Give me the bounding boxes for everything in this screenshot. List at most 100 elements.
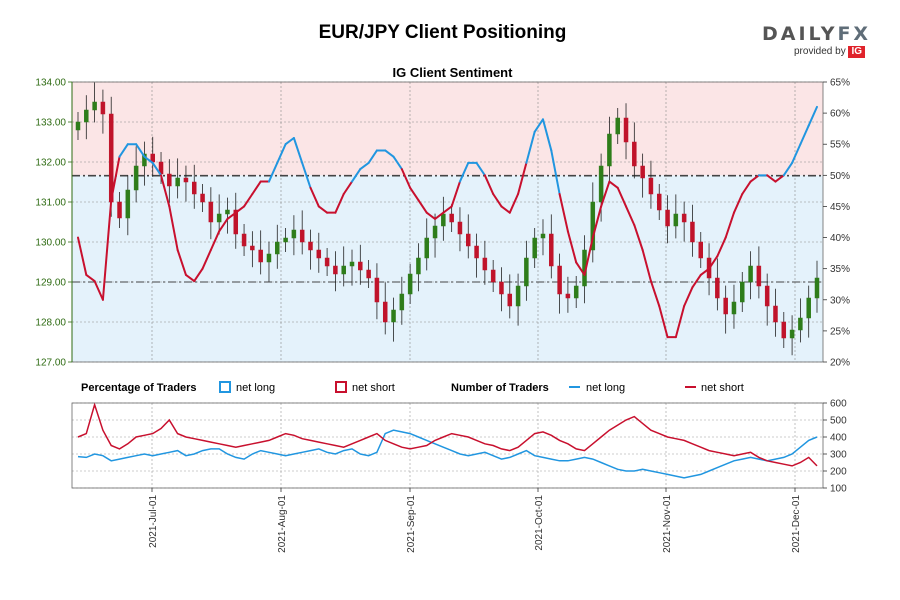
legend-pct-short-swatch xyxy=(335,381,347,393)
percent-long-segment xyxy=(716,236,727,258)
percent-long-segment xyxy=(458,161,470,183)
upper-grid xyxy=(72,81,823,363)
percent-long-segment xyxy=(425,211,437,220)
percent-tick-label: 35% xyxy=(830,264,850,275)
percent-long-segment xyxy=(600,180,611,208)
candle-body xyxy=(424,237,429,259)
percent-long-segment xyxy=(541,118,553,152)
sentiment-panel: 134.00 133.00 132.00 131.00 130.00 129.00 128.… xyxy=(35,65,850,369)
percent-long-segment xyxy=(176,249,187,276)
percent-long-segment xyxy=(209,230,221,251)
percent-long-segment xyxy=(85,273,96,283)
candle-body xyxy=(814,277,820,299)
legend-number-title: Number of Traders xyxy=(451,382,549,394)
logo-subtitle: provided by IG xyxy=(794,46,872,58)
candle-body xyxy=(133,165,139,191)
percent-tick-label: 50% xyxy=(830,171,850,182)
percent-long-segment xyxy=(367,149,378,164)
percent-long-segment xyxy=(483,174,495,195)
candle-body xyxy=(490,269,496,283)
candle-body xyxy=(540,233,546,239)
candle-body xyxy=(358,261,363,271)
candle-body xyxy=(449,213,454,223)
candle xyxy=(715,258,720,311)
percent-long-segment xyxy=(807,105,818,127)
candle-body xyxy=(374,277,380,303)
percent-long-segment xyxy=(658,305,669,339)
candle xyxy=(656,184,662,220)
candle xyxy=(382,282,388,335)
count-axis: 600 500 400 300 200 100 xyxy=(823,399,847,495)
percent-long-segment xyxy=(649,280,661,307)
candle-body xyxy=(241,233,247,247)
candle xyxy=(632,122,637,179)
candle-body xyxy=(349,261,355,267)
percent-long-segment xyxy=(201,249,212,270)
percent-long-segment xyxy=(566,230,578,264)
candle xyxy=(482,240,488,285)
candle-body xyxy=(341,265,346,275)
percent-long-segment xyxy=(732,193,744,214)
candle-body xyxy=(756,265,762,287)
candle-body xyxy=(681,213,687,223)
percent-long-segment xyxy=(409,186,420,202)
legend-percentage-title: Percentage of Traders xyxy=(81,382,197,394)
candle-body xyxy=(698,241,704,259)
candle-body xyxy=(656,193,662,211)
date-tick-label: 2021-Aug-01 xyxy=(277,495,288,553)
count-tick-label: 600 xyxy=(830,399,847,410)
logo-fx: FX xyxy=(837,23,872,45)
percent-long-segment xyxy=(234,205,246,214)
percent-long-segment xyxy=(633,224,644,251)
net-long-area xyxy=(72,175,823,362)
candle-body xyxy=(466,233,471,247)
candle-body xyxy=(806,297,811,319)
percent-tick-label: 65% xyxy=(830,78,850,89)
candle-body xyxy=(391,309,396,323)
candle xyxy=(441,196,446,241)
candle xyxy=(191,164,197,209)
legend: Percentage of Traders net long net short… xyxy=(81,381,744,394)
candle xyxy=(416,243,421,292)
candle xyxy=(258,230,263,275)
candle-body xyxy=(723,297,728,315)
lower-frame xyxy=(71,402,824,489)
percent-long-segment xyxy=(77,236,88,276)
candle xyxy=(648,160,654,209)
percent-long-segment xyxy=(359,161,370,171)
candle-body xyxy=(573,285,579,299)
candle xyxy=(590,182,596,263)
percent-long-segment xyxy=(243,193,254,208)
candle xyxy=(117,192,122,228)
percent-long-segment xyxy=(334,193,345,214)
candle-body xyxy=(266,253,272,263)
percent-long-segment xyxy=(168,205,179,251)
candle-body xyxy=(258,249,263,263)
percent-long-segment xyxy=(226,211,237,220)
candle-body xyxy=(565,293,571,299)
percent-axis: 65% 60% 55% 50% 45% 40% 35% 30% 25% 20% xyxy=(823,78,850,369)
percent-long-segment xyxy=(400,168,412,189)
candle-body xyxy=(142,153,147,167)
price-tick-label: 130.00 xyxy=(35,238,66,249)
candle-body xyxy=(208,201,214,223)
percent-long-segment xyxy=(309,186,320,208)
price-tick-label: 129.00 xyxy=(35,278,66,289)
candle-body xyxy=(308,241,313,251)
price-axis: 134.00 133.00 132.00 131.00 130.00 129.00 128.… xyxy=(35,78,73,369)
percent-long-segment xyxy=(774,174,785,183)
candle-body xyxy=(75,121,81,131)
percent-long-segment xyxy=(525,130,536,164)
candle xyxy=(142,141,147,186)
reference-lines xyxy=(72,174,823,283)
candle xyxy=(540,219,546,256)
candle-body xyxy=(789,329,795,339)
candle-body xyxy=(499,281,504,295)
candle xyxy=(283,228,288,252)
candle xyxy=(241,224,247,256)
candle xyxy=(133,146,139,203)
legend-pct-long-label: net long xyxy=(236,382,275,394)
candle-body xyxy=(781,321,787,339)
percent-long-segment xyxy=(625,205,636,227)
percent-long-segment xyxy=(284,137,295,146)
